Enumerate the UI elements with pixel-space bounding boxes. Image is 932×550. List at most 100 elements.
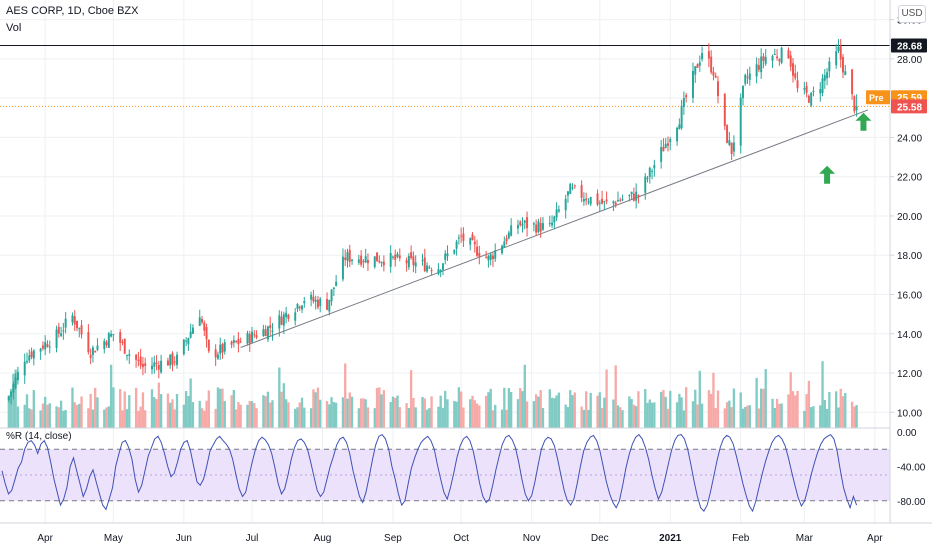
volume-bar xyxy=(362,398,365,428)
candle xyxy=(335,274,338,287)
candle xyxy=(171,351,174,372)
candle-body xyxy=(810,92,813,106)
candle xyxy=(487,254,490,268)
volume-bar xyxy=(125,409,129,428)
candle-body xyxy=(373,256,376,268)
candle-body xyxy=(526,217,529,229)
candle-body xyxy=(489,254,492,260)
volume-bar xyxy=(746,405,749,428)
candle-body xyxy=(521,224,524,226)
volume-bar xyxy=(803,410,806,428)
volume-bar xyxy=(678,393,681,428)
candle-body xyxy=(421,259,424,261)
volume-bar xyxy=(589,392,592,428)
volume-bar xyxy=(296,407,299,428)
candle-body xyxy=(614,202,617,205)
candle xyxy=(678,118,681,130)
volume-bar xyxy=(716,390,720,428)
candle-body xyxy=(44,342,47,350)
candle xyxy=(60,326,63,337)
candle-body xyxy=(312,296,315,302)
volume-bar xyxy=(739,392,742,428)
candle-body xyxy=(621,199,624,201)
candle xyxy=(494,243,497,262)
candle xyxy=(444,249,447,265)
candle-body xyxy=(714,75,717,78)
candle xyxy=(503,236,506,248)
volume-bar xyxy=(732,388,736,428)
volume-bar xyxy=(398,407,401,428)
volume-bar xyxy=(232,389,236,428)
candle xyxy=(341,248,344,282)
candle xyxy=(521,217,524,233)
x-tick-label: Apr xyxy=(37,533,53,544)
volume-bar xyxy=(159,394,163,428)
candle xyxy=(112,333,115,342)
candle-body xyxy=(839,45,842,60)
candle xyxy=(73,310,76,331)
volume-bar xyxy=(444,390,447,428)
candle xyxy=(364,248,367,264)
candle xyxy=(80,320,83,339)
candle-body xyxy=(710,56,713,73)
volume-bar xyxy=(787,394,790,428)
candle-body xyxy=(55,329,58,348)
volume-bar xyxy=(805,394,808,428)
volume-bar xyxy=(234,409,238,428)
volume-bar xyxy=(250,401,254,428)
candle-body xyxy=(805,85,808,93)
candle-body xyxy=(853,96,856,112)
candle xyxy=(541,217,544,231)
x-tick-label: May xyxy=(104,533,123,544)
candle xyxy=(796,71,799,93)
volume-bar xyxy=(421,396,424,428)
volume-bar xyxy=(500,409,504,428)
candle-body xyxy=(789,55,792,67)
candle-body xyxy=(151,365,154,370)
volume-bar xyxy=(523,364,526,428)
candle xyxy=(601,190,604,205)
candle-body xyxy=(676,127,679,142)
candle xyxy=(698,55,701,72)
volume-bar xyxy=(391,396,395,428)
candle-body xyxy=(314,299,317,302)
candle xyxy=(248,331,251,352)
candle xyxy=(619,197,622,203)
volume-bar xyxy=(762,388,765,428)
candle-body xyxy=(391,256,394,258)
volume-bar xyxy=(253,403,256,428)
volume-bar xyxy=(516,399,520,428)
candle-body xyxy=(160,360,163,373)
candle-body xyxy=(214,349,217,358)
candle xyxy=(669,137,672,151)
candle-body xyxy=(239,341,242,343)
volume-bar xyxy=(571,395,574,428)
volume-bar xyxy=(796,390,799,428)
volume-bar xyxy=(696,404,699,428)
volume-bar xyxy=(757,408,761,428)
currency-button[interactable]: USD xyxy=(898,5,926,23)
volume-bar xyxy=(332,401,336,428)
volume-bar xyxy=(616,405,620,428)
volume-bar xyxy=(412,397,415,428)
volume-bar xyxy=(494,404,497,428)
candle-body xyxy=(46,344,49,347)
candle xyxy=(251,326,254,343)
candle-body xyxy=(232,340,235,343)
candle-body xyxy=(744,74,747,84)
candle xyxy=(762,53,765,69)
y-tick-label: 18.00 xyxy=(897,251,922,262)
candle-body xyxy=(251,331,254,343)
candle-body xyxy=(619,199,622,201)
volume-bar xyxy=(155,399,158,428)
volume-bar xyxy=(584,391,588,428)
candle-body xyxy=(341,256,344,280)
volume-bar xyxy=(366,407,370,428)
candle xyxy=(680,99,683,130)
volume-bar xyxy=(469,399,472,428)
candle-body xyxy=(335,281,338,286)
candle xyxy=(94,350,97,353)
candle-body xyxy=(603,201,606,203)
candle xyxy=(235,340,238,344)
candle-body xyxy=(694,66,697,75)
